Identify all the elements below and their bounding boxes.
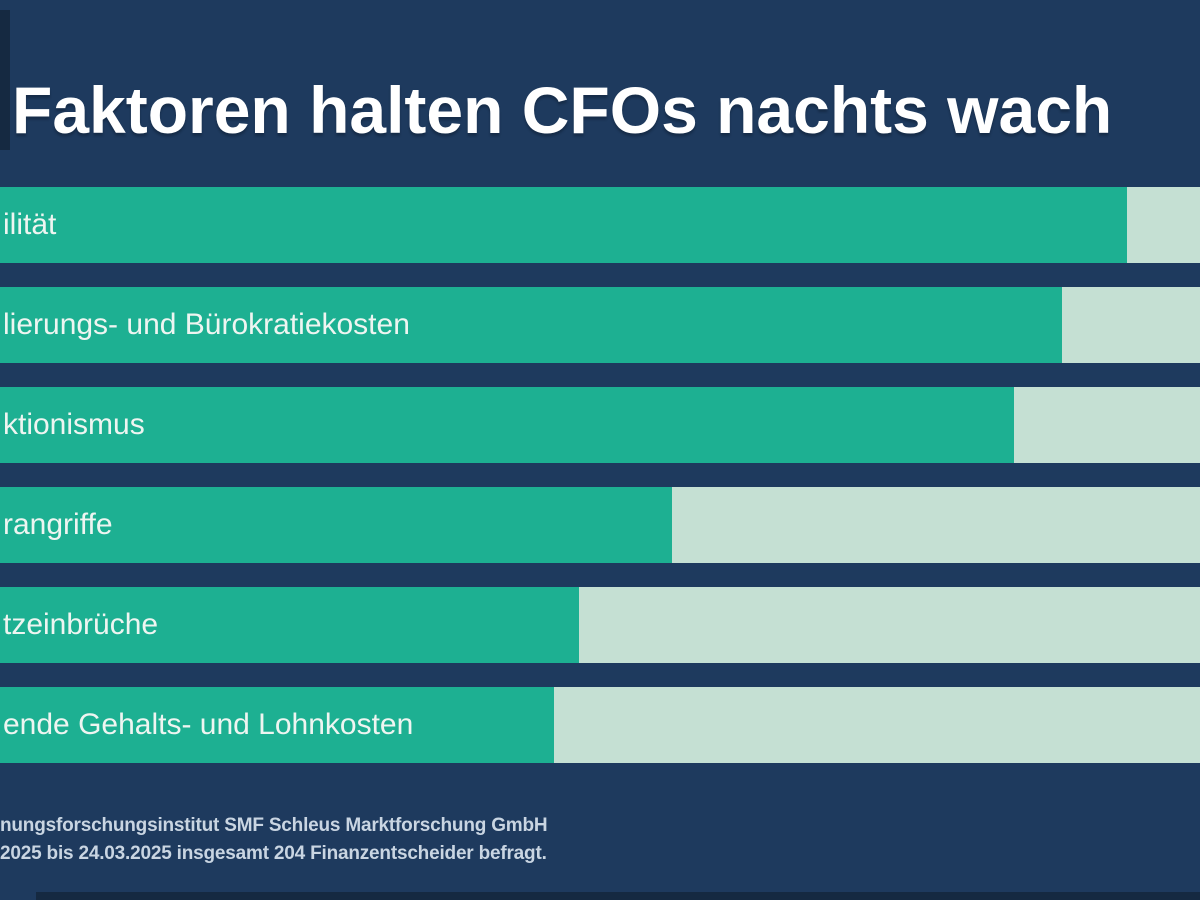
- source-line-2: 2025 bis 24.03.2025 insgesamt 204 Finanz…: [0, 843, 547, 864]
- bar-row: ilität: [0, 187, 1200, 263]
- bar-label: ilität: [3, 208, 57, 241]
- chart-title: Faktoren halten CFOs nachts wach: [12, 73, 1113, 147]
- source-line-1: nungsforschungsinstitut SMF Schleus Mark…: [0, 815, 548, 836]
- bar-row: rangriffe: [0, 487, 1200, 563]
- bar-fill: [0, 687, 554, 763]
- bar-label: ktionismus: [3, 408, 145, 441]
- top-left-crop-strip: [0, 10, 10, 150]
- bar-label: rangriffe: [3, 508, 113, 541]
- bar-fill: [0, 487, 672, 563]
- bar-fill: [0, 287, 1062, 363]
- bar-label: lierungs- und Bürokratiekosten: [3, 308, 410, 341]
- bottom-crop-strip: [36, 892, 1200, 900]
- bar-chart: ilität lierungs- und Bürokratiekosten kt…: [0, 187, 1200, 787]
- source-note: nungsforschungsinstitut SMF Schleus Mark…: [0, 812, 548, 868]
- bar-fill: [0, 187, 1127, 263]
- bar-row: ende Gehalts- und Lohnkosten: [0, 687, 1200, 763]
- bar-row: tzeinbrüche: [0, 587, 1200, 663]
- bar-label: tzeinbrüche: [3, 608, 159, 641]
- bar-fill: [0, 387, 1014, 463]
- bar-fill: [0, 587, 579, 663]
- bar-label: ende Gehalts- und Lohnkosten: [3, 708, 414, 741]
- bar-row: lierungs- und Bürokratiekosten: [0, 287, 1200, 363]
- bar-row: ktionismus: [0, 387, 1200, 463]
